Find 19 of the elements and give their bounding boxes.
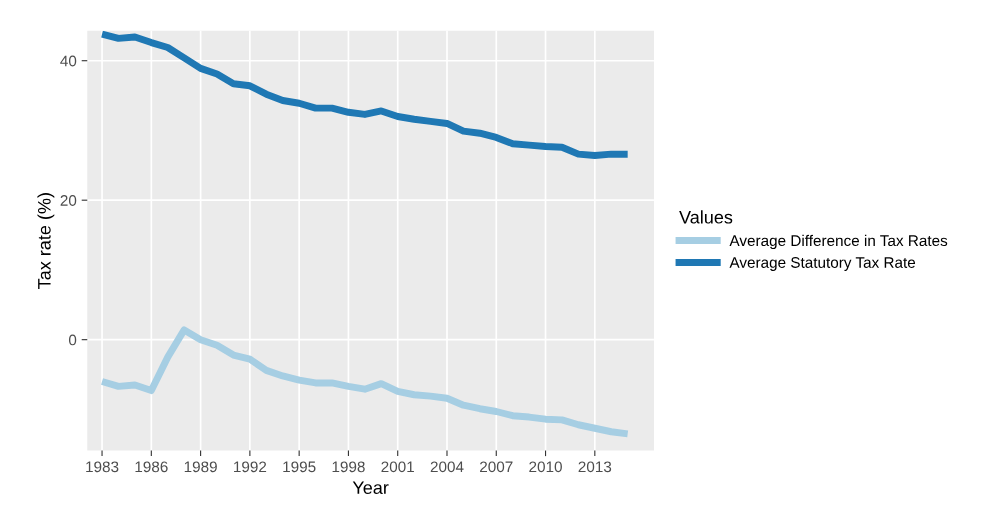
x-tick-label: 1998	[332, 461, 365, 473]
legend-label: Average Statutory Tax Rate	[729, 257, 916, 271]
y-tick-label: 0	[68, 334, 77, 346]
x-axis-title: Year	[352, 481, 389, 495]
y-tick-label: 20	[60, 195, 77, 206]
x-tick-label: 1995	[283, 461, 316, 473]
x-tick-label: 2001	[381, 461, 414, 473]
x-tick-label: 1986	[135, 461, 168, 473]
x-tick-label: 2004	[430, 461, 464, 473]
x-tick-label: 2007	[480, 461, 513, 473]
x-tick-label: 1992	[234, 461, 267, 473]
x-tick-label: 2013	[578, 461, 612, 473]
legend-title: Values	[679, 210, 733, 224]
x-tick-label: 1989	[184, 461, 217, 473]
y-axis-title: Tax rate (%)	[37, 193, 55, 289]
x-tick-label: 2010	[529, 461, 562, 473]
x-tick-label: 1983	[86, 461, 119, 473]
y-tick-label: 40	[60, 55, 77, 67]
legend-label: Average Difference in Tax Rates	[729, 234, 948, 250]
